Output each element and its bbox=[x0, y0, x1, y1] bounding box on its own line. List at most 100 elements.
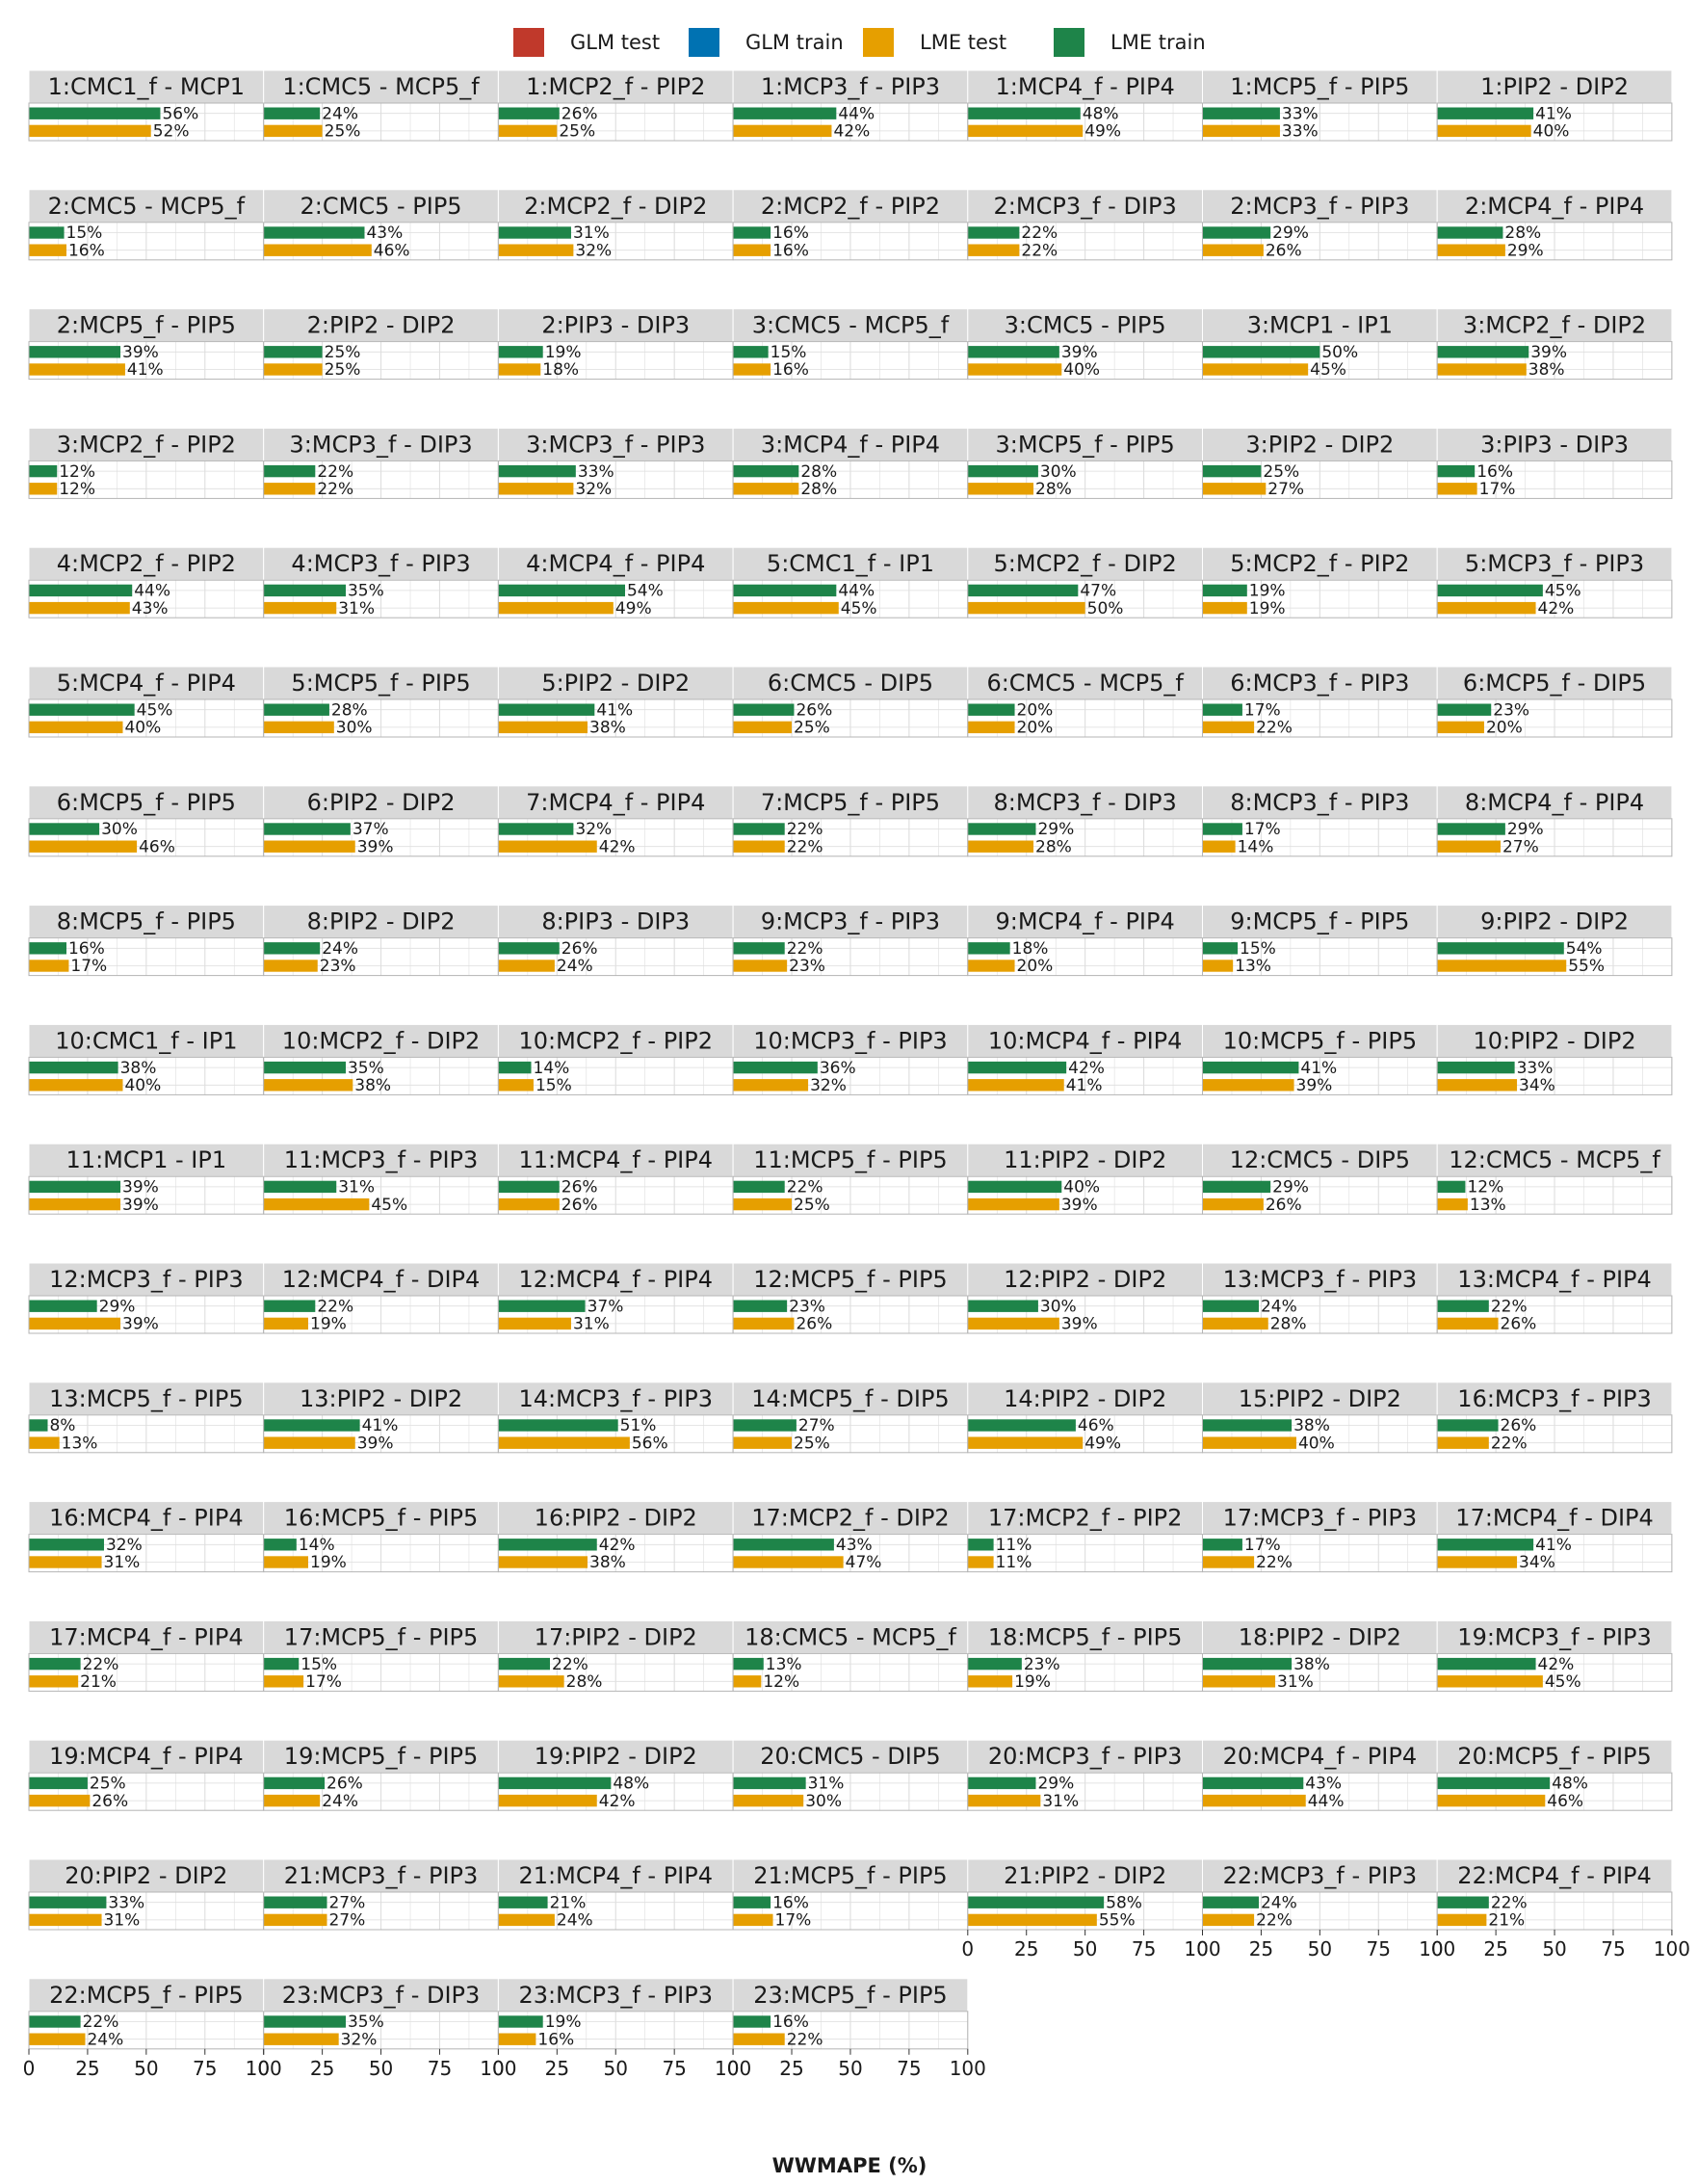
bar-value-label: 31% bbox=[573, 1315, 610, 1334]
bar-value-label: 51% bbox=[1089, 396, 1126, 415]
bar-value-label: 54% bbox=[862, 1093, 899, 1113]
bar bbox=[264, 1353, 334, 1364]
bar bbox=[29, 1592, 160, 1603]
facet-strip bbox=[1436, 905, 1673, 939]
bar bbox=[29, 1079, 123, 1092]
x-tick-label: 25 bbox=[1014, 1937, 1038, 1960]
facet-strip bbox=[967, 1262, 1203, 1297]
facet-strip-label: 9:PIP2 - DIP2 bbox=[1480, 908, 1629, 935]
bar bbox=[263, 1197, 370, 1211]
bar-value-label: 42% bbox=[599, 1792, 636, 1811]
bar-value-label: 32% bbox=[810, 1076, 847, 1095]
bar-value-label: 60% bbox=[1580, 855, 1616, 875]
bar-value-label: 52% bbox=[153, 617, 190, 636]
bar-value-label: 44% bbox=[1308, 1792, 1345, 1811]
bar bbox=[1202, 244, 1264, 256]
facet-panel: 1:CMC5 - MCP5_f 24%25%31%36% bbox=[263, 69, 499, 142]
bar-value-label: 46% bbox=[1547, 1792, 1583, 1811]
bar-value-label: 68% bbox=[1364, 1452, 1400, 1471]
facet-panel: 15:PIP2 - DIP2 38%40% 68%63% bbox=[1202, 1381, 1438, 1471]
bar bbox=[1437, 756, 1507, 768]
panel-bars: 50%45% 69%65% bbox=[1202, 343, 1402, 380]
bar bbox=[29, 1913, 102, 1927]
bar-value-label: 59% bbox=[1578, 157, 1614, 176]
bar bbox=[733, 1317, 795, 1330]
panel-bars: 44%43%52%48% bbox=[29, 582, 190, 636]
bar-value-label: 47% bbox=[846, 497, 882, 516]
facet-strip-label: 20:PIP2 - DIP2 bbox=[65, 1862, 227, 1889]
bar bbox=[263, 1657, 300, 1671]
panel-bars: 46%49%66%62% bbox=[967, 1416, 1161, 1453]
facet-strip bbox=[1436, 1262, 1673, 1297]
bar bbox=[967, 703, 1015, 716]
bar-value-label: 23% bbox=[1493, 700, 1529, 720]
bar bbox=[1202, 1419, 1293, 1432]
facet-strip-label: 19:MCP4_f - PIP4 bbox=[49, 1743, 244, 1770]
bar bbox=[264, 279, 414, 291]
bar-value-label: 42% bbox=[599, 1536, 636, 1555]
bar-value-label: 70% bbox=[196, 1827, 232, 1846]
bar bbox=[733, 1353, 895, 1364]
bar bbox=[29, 995, 144, 1007]
bar bbox=[29, 756, 135, 768]
facet-panel: 7:MCP5_f - PIP5 22%22% 63%54% bbox=[732, 785, 969, 857]
bar-value-label: 67% bbox=[188, 1332, 224, 1352]
bar bbox=[498, 1776, 612, 1790]
x-tick-label: 50 bbox=[1308, 1937, 1332, 1960]
facet-panel: 2:MCP2_f - DIP2 31%32%47%46% bbox=[497, 189, 734, 261]
bar bbox=[29, 619, 151, 631]
panel-bars: 26%25% 45%39% bbox=[733, 700, 877, 737]
bar-value-label: 22% bbox=[1021, 224, 1058, 243]
bar-value-label: 34% bbox=[1519, 497, 1555, 516]
panel-bars: 15%13% 49%42% bbox=[1202, 939, 1356, 976]
bar-value-label: 22% bbox=[317, 462, 353, 482]
bar-value-label: 26% bbox=[562, 1178, 598, 1197]
bar bbox=[498, 960, 555, 972]
facet-strip-label: 3:MCP1 - IP1 bbox=[1247, 312, 1393, 339]
bar-value-label: 48% bbox=[1317, 259, 1353, 278]
bar bbox=[733, 2015, 771, 2028]
facet-panel: 13:MCP5_f - PIP5 8%13%30%24% bbox=[28, 1381, 265, 1454]
bar bbox=[733, 1556, 844, 1568]
bar bbox=[29, 584, 133, 597]
panel-bars: 26%22%35%27% bbox=[1437, 1416, 1557, 1453]
bar bbox=[264, 262, 424, 274]
facet-strip bbox=[1436, 1381, 1673, 1416]
x-tick-label: 0 bbox=[23, 2057, 36, 2080]
panel-bars: 19%19%28%26% bbox=[1202, 582, 1307, 618]
bar bbox=[1202, 823, 1242, 835]
panel-bars: 24%23%37%36% bbox=[263, 939, 389, 976]
panel-bars: 32%31% 56%56% bbox=[29, 1536, 198, 1603]
bar-value-label: 45% bbox=[371, 1196, 407, 1215]
bar-value-label: 28% bbox=[1035, 837, 1072, 856]
bar bbox=[29, 1932, 142, 1943]
bar-value-label: 57% bbox=[165, 855, 201, 875]
bar-value-label: 44% bbox=[1308, 1230, 1345, 1250]
bar bbox=[263, 2033, 339, 2045]
facet-panel: 2:PIP3 - DIP3 19%18%32%31% bbox=[497, 308, 734, 381]
bar bbox=[1437, 160, 1576, 171]
panel-bars: 19%18%32%31% bbox=[498, 343, 612, 380]
bar-value-label: 45% bbox=[1310, 360, 1346, 380]
bar bbox=[1203, 1335, 1337, 1347]
facet-strip-label: 3:CMC5 - MCP5_f bbox=[752, 312, 950, 339]
bar bbox=[733, 464, 799, 478]
bar-value-label: 21% bbox=[550, 1893, 587, 1912]
facet-strip bbox=[263, 427, 499, 461]
panel-grid bbox=[733, 1653, 968, 1692]
bar bbox=[1203, 1455, 1363, 1466]
facet-panel: 14:MCP5_f - DIP5 27%25% 49%44% bbox=[732, 1381, 969, 1454]
bar bbox=[263, 363, 323, 376]
bar-value-label: 55% bbox=[1099, 1911, 1136, 1931]
panel-bars: 17%22% 60%68% bbox=[1202, 700, 1382, 737]
bar bbox=[498, 2015, 543, 2028]
bar-value-label: 24% bbox=[322, 939, 358, 959]
bar-value-label: 42% bbox=[833, 122, 870, 142]
facet-strip bbox=[1202, 546, 1438, 581]
bar-value-label: 42% bbox=[833, 2048, 870, 2067]
facet-strip-label: 17:MCP4_f - PIP4 bbox=[49, 1623, 244, 1650]
bar bbox=[967, 823, 1036, 835]
bar-value-label: 19% bbox=[1249, 599, 1286, 618]
